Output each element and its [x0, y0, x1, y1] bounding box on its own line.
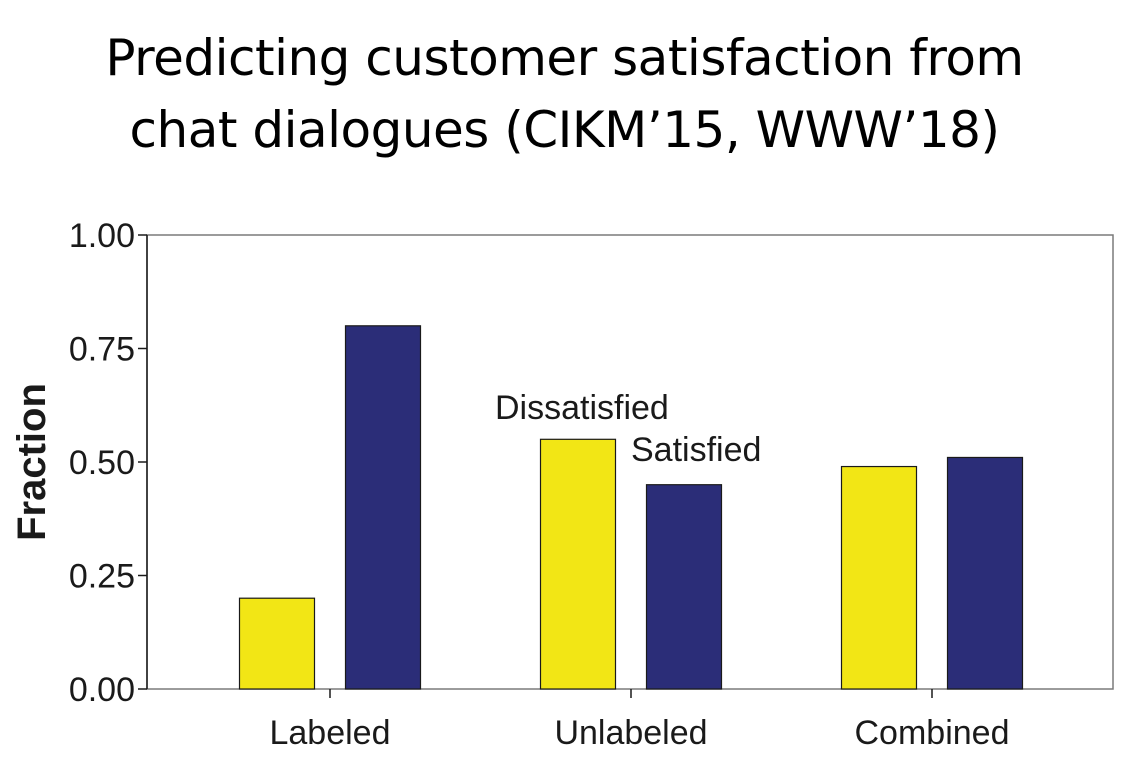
- y-tick-label: 0.25: [69, 558, 135, 596]
- bar-satisfied-labeled: [344, 325, 422, 690]
- slide-title-line-2: chat dialogues (CIKM’15, WWW’18): [129, 101, 1000, 159]
- y-axis-title: Fraction: [10, 383, 54, 541]
- bar-dissatisfied-unlabeled: [539, 438, 617, 690]
- x-tick-label-combined: Combined: [855, 714, 1010, 752]
- legend-label-dissatisfied: Dissatisfied: [495, 389, 669, 427]
- x-axis: Labeled Unlabeled Combined: [269, 689, 1009, 752]
- y-tick-label: 0.50: [69, 444, 135, 482]
- legend-label-satisfied: Satisfied: [631, 431, 761, 469]
- x-tick-label-unlabeled: Unlabeled: [554, 714, 707, 752]
- y-axis: 0.00 0.25 0.50 0.75 1.00: [69, 217, 148, 709]
- slide-title: Predicting customer satisfaction from ch…: [0, 22, 1129, 166]
- x-tick-label-labeled: Labeled: [269, 714, 390, 752]
- slide-title-line-1: Predicting customer satisfaction from: [105, 29, 1024, 87]
- bar-satisfied-unlabeled: [645, 484, 723, 690]
- bar-dissatisfied-combined: [840, 465, 918, 690]
- y-tick-label: 0.00: [69, 671, 135, 709]
- y-tick-label: 0.75: [69, 331, 135, 369]
- bar-satisfied-combined: [946, 456, 1024, 690]
- bars: [238, 325, 1024, 690]
- y-tick-label: 1.00: [69, 217, 135, 255]
- bar-dissatisfied-labeled: [238, 597, 316, 690]
